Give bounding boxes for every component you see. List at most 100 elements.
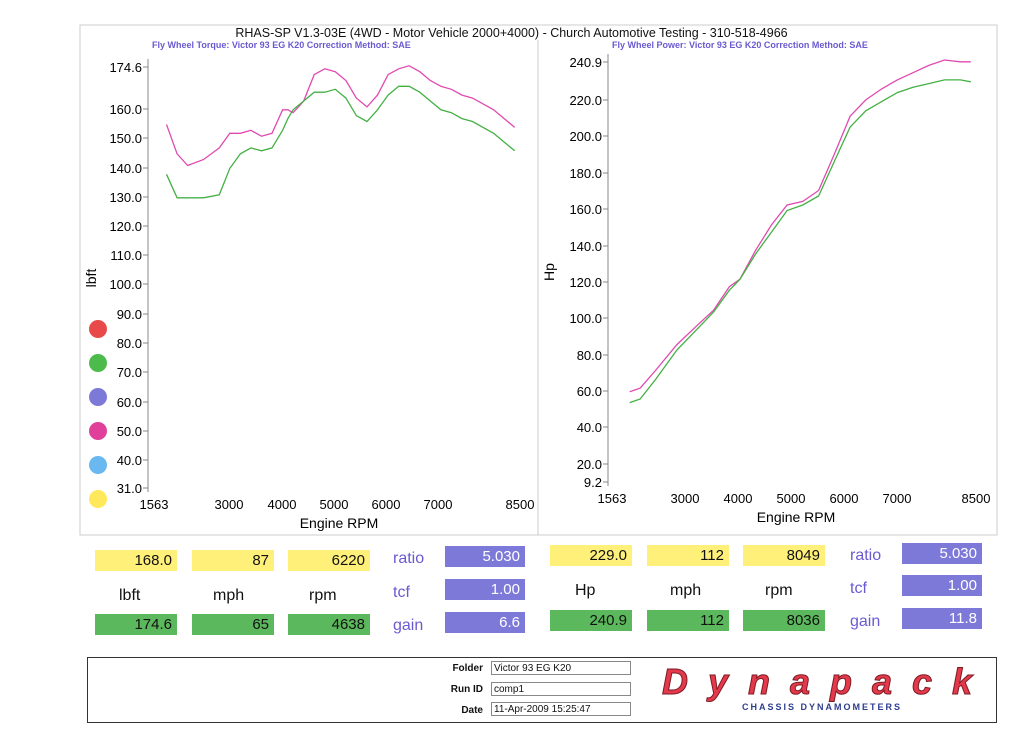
dynapack-logo: Dynapack CHASSIS DYNAMOMETERS [662, 661, 975, 713]
left-gain-label: gain [393, 617, 424, 634]
right-ratio-value: 5.030 [902, 543, 982, 564]
left-torque-value: 168.0 [95, 550, 177, 571]
y-tick-label: 100.0 [109, 277, 142, 292]
x-tick-label: 8500 [962, 491, 991, 506]
right-gain-label: gain [850, 613, 881, 630]
y-tick-label: 60.0 [117, 395, 142, 410]
power-subtitle: Fly Wheel Power: Victor 93 EG K20 Correc… [612, 40, 868, 50]
legend-dot [89, 422, 107, 440]
right-gain-value: 11.8 [902, 608, 982, 629]
date-label: Date [461, 705, 483, 716]
run-info-box: Folder Victor 93 EG K20 Run ID comp1 Dat… [87, 657, 997, 723]
right-mph-label: mph [670, 582, 702, 599]
x-tick-label: 6000 [830, 491, 859, 506]
x-tick-label: 3000 [215, 497, 244, 512]
y-tick-label: 90.0 [117, 307, 142, 322]
left-rpm-label: rpm [309, 587, 337, 604]
y-tick-label: 60.0 [577, 384, 602, 399]
y-tick-label: 130.0 [109, 190, 142, 205]
series-line [165, 85, 516, 199]
y-axis-label: lbft [83, 269, 99, 288]
y-axis-label: Hp [541, 263, 557, 281]
legend-dot [89, 388, 107, 406]
left-peak-mph: 65 [192, 614, 274, 635]
x-tick-label: 5000 [777, 491, 806, 506]
x-tick-label: 1563 [598, 491, 627, 506]
y-tick-label: 180.0 [569, 166, 602, 181]
legend-dot [89, 354, 107, 372]
y-tick-label: 40.0 [117, 453, 142, 468]
left-mph-label: mph [213, 587, 245, 604]
y-tick-label: 120.0 [569, 275, 602, 290]
right-peak-mph: 112 [647, 610, 729, 631]
x-tick-label: 8500 [506, 497, 535, 512]
x-tick-label: 6000 [372, 497, 401, 512]
x-tick-label: 4000 [268, 497, 297, 512]
y-tick-label: 70.0 [117, 365, 142, 380]
right-unit-label: Hp [575, 582, 596, 599]
y-tick-label: 80.0 [117, 336, 142, 351]
x-tick-label: 1563 [140, 497, 169, 512]
date-value: 11-Apr-2009 15:25:47 [491, 702, 631, 716]
y-tick-label: 40.0 [577, 420, 602, 435]
y-tick-label: 110.0 [110, 248, 142, 263]
x-tick-label: 4000 [724, 491, 753, 506]
svg-text:Dynapack: Dynapack [662, 661, 974, 702]
left-ratio-value: 5.030 [445, 546, 525, 567]
series-line [629, 59, 971, 393]
legend-dot [89, 456, 107, 474]
right-tcf-label: tcf [850, 580, 867, 597]
left-peak-rpm: 4638 [288, 614, 370, 635]
y-tick-label: 100.0 [569, 311, 602, 326]
right-peak-rpm: 8036 [743, 610, 825, 631]
series-line [629, 79, 971, 404]
x-tick-label: 5000 [320, 497, 349, 512]
left-peak-torque: 174.6 [95, 614, 177, 635]
y-tick-label: 160.0 [109, 102, 142, 117]
right-mph-value: 112 [647, 545, 729, 566]
y-tick-label: 20.0 [577, 457, 602, 472]
right-rpm-label: rpm [765, 582, 793, 599]
right-ratio-label: ratio [850, 547, 882, 564]
folder-value: Victor 93 EG K20 [491, 661, 631, 675]
y-tick-label: 240.9 [569, 55, 602, 70]
runid-value: comp1 [491, 682, 631, 696]
x-axis-label: Engine RPM [757, 509, 836, 525]
left-ratio-label: ratio [393, 550, 425, 567]
right-power-value: 229.0 [550, 545, 632, 566]
torque-subtitle: Fly Wheel Torque: Victor 93 EG K20 Corre… [152, 40, 411, 50]
x-tick-label: 7000 [883, 491, 912, 506]
svg-text:CHASSIS DYNAMOMETERS: CHASSIS DYNAMOMETERS [742, 702, 902, 712]
y-tick-label: 220.0 [569, 93, 602, 108]
runid-label: Run ID [450, 684, 483, 695]
left-rpm-value: 6220 [288, 550, 370, 571]
y-tick-label: 150.0 [109, 131, 142, 146]
report-title: RHAS-SP V1.3-03E (4WD - Motor Vehicle 20… [235, 26, 788, 40]
y-tick-label: 80.0 [577, 348, 602, 363]
right-tcf-value: 1.00 [902, 575, 982, 596]
x-axis-label: Engine RPM [300, 515, 379, 531]
right-peak-power: 240.9 [550, 610, 632, 631]
y-tick-label: 120.0 [109, 219, 142, 234]
left-tcf-label: tcf [393, 584, 410, 601]
y-tick-label: 174.6 [109, 60, 142, 75]
left-unit-label: lbft [119, 587, 141, 604]
series-line [165, 65, 516, 167]
folder-label: Folder [452, 663, 483, 674]
x-tick-label: 7000 [424, 497, 453, 512]
right-rpm-value: 8049 [743, 545, 825, 566]
y-tick-label: 50.0 [117, 424, 142, 439]
x-tick-label: 3000 [671, 491, 700, 506]
left-gain-value: 6.6 [445, 612, 525, 633]
legend-dot [89, 320, 107, 338]
y-tick-label: 31.0 [117, 481, 142, 496]
legend-dot [89, 490, 107, 508]
y-tick-label: 140.0 [109, 161, 142, 176]
y-tick-label: 200.0 [569, 129, 602, 144]
left-tcf-value: 1.00 [445, 579, 525, 600]
y-tick-label: 9.2 [584, 475, 602, 490]
y-tick-label: 160.0 [569, 202, 602, 217]
left-mph-value: 87 [192, 550, 274, 571]
y-tick-label: 140.0 [569, 239, 602, 254]
